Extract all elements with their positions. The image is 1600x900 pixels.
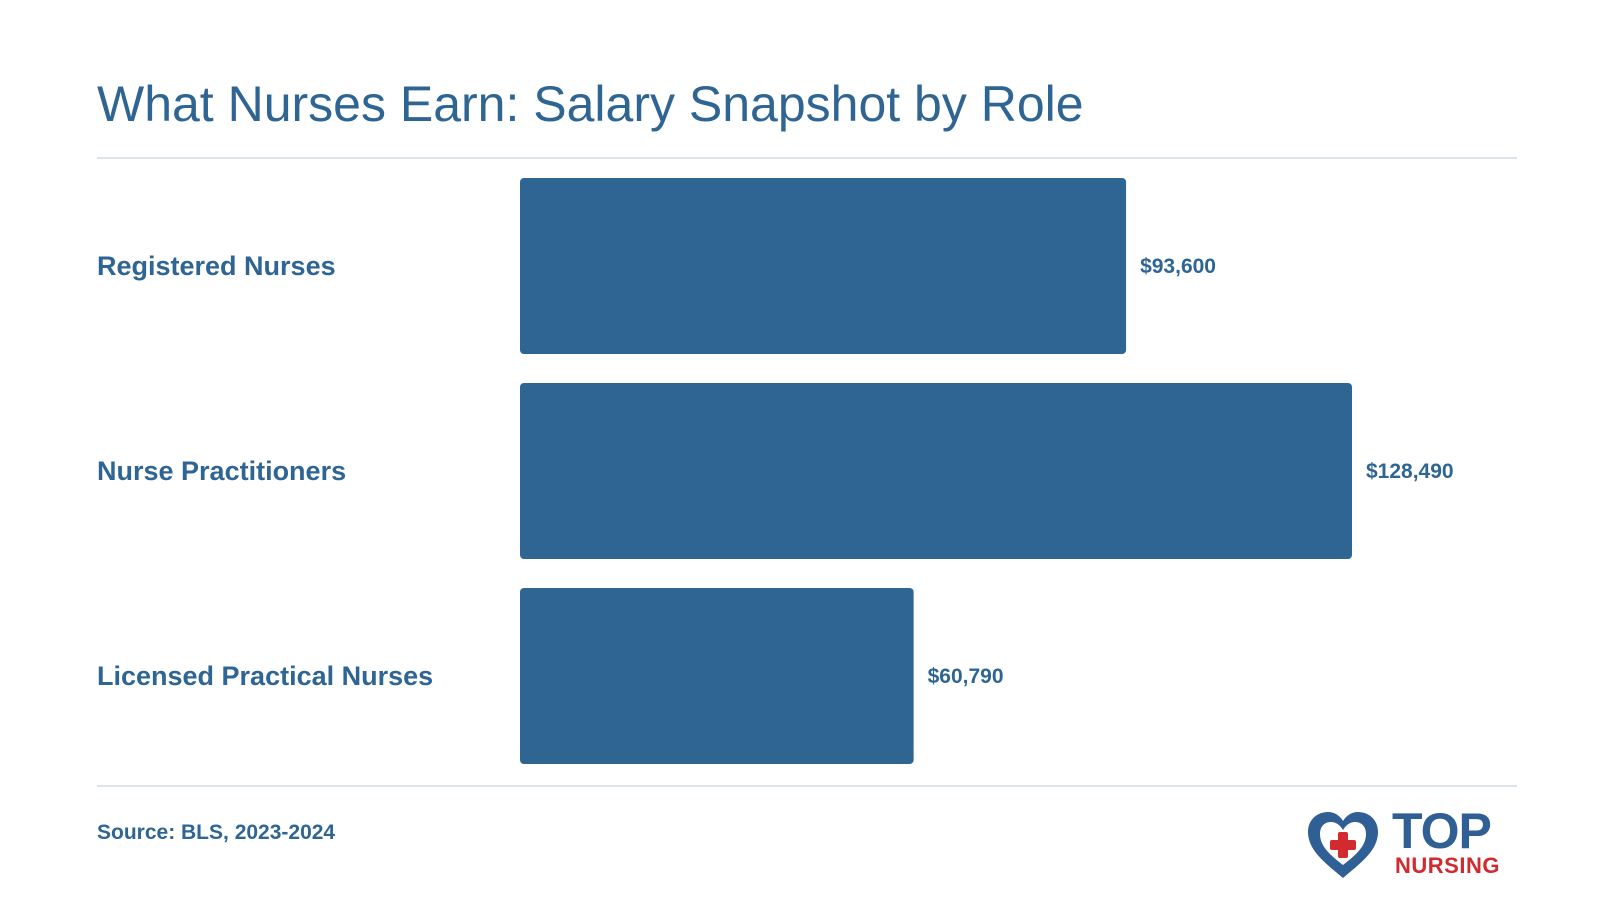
value-label: $93,600 (1140, 255, 1216, 278)
logo-text-top: TOP (1392, 803, 1492, 859)
value-label: $128,490 (1366, 460, 1454, 483)
category-label: Licensed Practical Nurses (97, 661, 433, 691)
bar (520, 178, 1127, 354)
bar (520, 383, 1352, 559)
top-divider (97, 157, 1517, 159)
category-label: Nurse Practitioners (97, 456, 346, 486)
category-label: Registered Nurses (97, 251, 336, 281)
chart-title: What Nurses Earn: Salary Snapshot by Rol… (97, 76, 1084, 132)
value-label: $60,790 (928, 665, 1004, 688)
source-note: Source: BLS, 2023-2024 (97, 821, 336, 844)
bar (520, 588, 914, 764)
top-nursing-logo: TOP NURSING (1304, 806, 1524, 882)
bottom-divider (97, 785, 1517, 787)
heart-cross-icon (1308, 812, 1378, 878)
logo-text-nursing: NURSING (1395, 853, 1500, 878)
